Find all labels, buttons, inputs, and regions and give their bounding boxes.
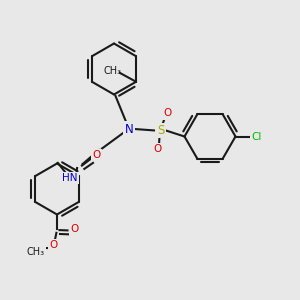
Text: S: S xyxy=(157,124,164,137)
Text: CH₃: CH₃ xyxy=(104,66,122,76)
Text: O: O xyxy=(163,108,172,118)
Text: O: O xyxy=(92,150,101,160)
Text: HN: HN xyxy=(62,173,78,183)
Text: O: O xyxy=(49,240,57,250)
Text: CH₃: CH₃ xyxy=(27,247,45,257)
Text: O: O xyxy=(70,224,79,234)
Text: Cl: Cl xyxy=(251,131,262,142)
Text: N: N xyxy=(124,122,134,136)
Text: O: O xyxy=(153,144,162,154)
